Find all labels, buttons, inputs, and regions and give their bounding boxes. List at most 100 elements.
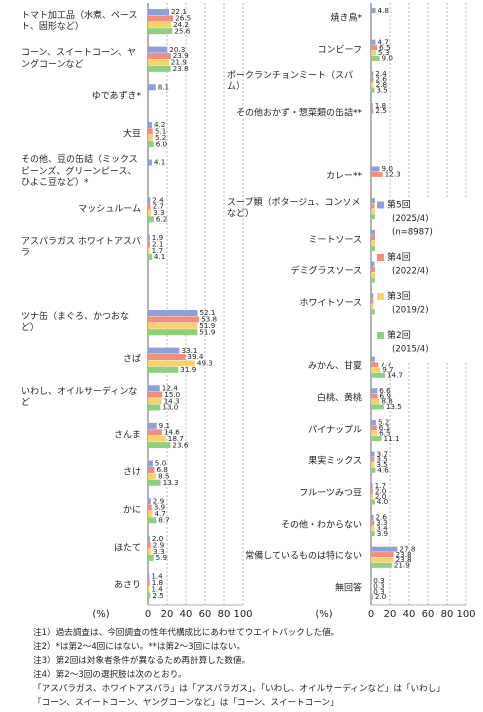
bar: [148, 121, 152, 128]
bar: [148, 9, 169, 16]
value-label: 5.3: [378, 48, 389, 57]
legend-swatch: [377, 201, 384, 209]
value-label: 6.0: [156, 139, 168, 148]
category-label: その他おかず・惣菜類の缶詰**: [227, 108, 362, 119]
bar: [371, 393, 378, 399]
value-label: 3.9: [377, 529, 389, 538]
bar: [148, 554, 154, 561]
x-tick-label: 80: [218, 609, 231, 620]
bar: [371, 293, 374, 299]
category-label: 果実ミックス: [227, 457, 362, 468]
bar: [371, 388, 378, 394]
bar: [371, 425, 377, 431]
bar: [371, 277, 378, 283]
category-label-text: アスパラガス ホワイトアスパラ: [21, 236, 141, 258]
legend-label: 第4回: [387, 251, 411, 263]
footnote: 注1）過去調査は、今回調査の性年代構成比にあわせてウエイトバックした値。: [33, 626, 339, 638]
category-label: ポークランチョンミート（スパム）: [227, 71, 362, 94]
value-label: 3.5: [376, 460, 387, 469]
value-label: 6.6: [379, 386, 391, 395]
footnote-text: 「コーン、スイートコーン、ヤングコーンなど」は「コーン、スイートコーン」: [33, 698, 339, 708]
value-label: 0.3: [373, 576, 384, 585]
footnote: 「コーン、スイートコーン、ヤングコーンなど」は「コーン、スイートコーン」: [33, 696, 339, 708]
value-label: 6.5: [379, 428, 390, 437]
bar: [371, 436, 382, 442]
x-tick-label: 0: [368, 609, 374, 620]
legend-label: 第3回: [387, 290, 411, 302]
bar: [371, 304, 374, 309]
bar: [148, 586, 150, 593]
bar: [371, 8, 376, 14]
value-label: 21.9: [394, 561, 410, 570]
value-label: 1.8: [375, 101, 387, 110]
bar: [148, 141, 154, 148]
value-label: 3.4: [376, 523, 388, 532]
footnote-text: 注3）第2回は対象者条件が異なるため再計算した数値。: [33, 656, 251, 666]
legend-note: (2022/4): [392, 267, 429, 277]
category-label: 白桃、黄桃: [227, 393, 362, 404]
bar: [148, 329, 198, 336]
category-label: いわし、オイルサーディンなど: [21, 387, 141, 410]
bar: [371, 594, 373, 600]
footnote-text: 「アスパラガス、ホワイトアスパラ」は「アスパラガス」、「いわし、オイルサーディン…: [33, 684, 445, 694]
bar: [148, 579, 150, 586]
value-label: 6.1: [379, 423, 390, 432]
bar: [148, 322, 198, 329]
value-label: 3.5: [376, 455, 387, 464]
value-label: 2.8: [376, 80, 388, 89]
bar: [371, 298, 374, 304]
value-label: 39.4: [187, 352, 203, 361]
bar: [371, 208, 379, 214]
bar: [371, 494, 373, 500]
value-label: 23.6: [172, 440, 188, 449]
value-label: 24.2: [173, 20, 189, 29]
category-label-text: カレー**: [325, 171, 362, 182]
bar: [371, 419, 376, 425]
value-label: 2.4: [375, 69, 387, 78]
bar: [148, 197, 151, 204]
category-label: さけ: [21, 468, 141, 479]
bar: [148, 15, 174, 22]
legend-label: 第2回: [387, 329, 411, 341]
bar: [148, 84, 156, 91]
bar: [371, 39, 376, 45]
value-label: 1.7: [152, 246, 163, 255]
value-label: 14.3: [164, 396, 180, 405]
bar: [148, 535, 150, 542]
value-label: 12.3: [385, 170, 401, 179]
bar: [371, 483, 373, 489]
value-label: 13.5: [386, 402, 402, 411]
value-label: 2.6: [375, 75, 387, 84]
category-label-text: 大豆: [122, 129, 141, 140]
category-label: その他、豆の缶詰（ミックスビーンズ、グリーンピース、ひよこ豆など）*: [21, 155, 141, 189]
bar: [371, 499, 375, 505]
category-label-text: あさり: [113, 580, 141, 591]
category-label: ミートソース: [227, 235, 362, 246]
value-label: 22.1: [171, 7, 187, 16]
bar: [371, 462, 375, 468]
value-label: 4.0: [377, 497, 389, 506]
bar: [148, 385, 160, 392]
bar: [148, 422, 157, 429]
category-label-text: ツナ缶（まぐろ、かつおなど）: [21, 311, 130, 333]
category-label-text: 焼き鳥*: [330, 13, 362, 24]
bar: [371, 261, 375, 267]
value-label: 2.4: [152, 195, 164, 204]
bar: [148, 404, 161, 411]
value-label: 6.2: [156, 215, 167, 224]
value-label: 1.9: [152, 233, 164, 242]
bar: [371, 372, 385, 378]
category-label-text: ホワイトソース: [299, 298, 362, 309]
value-label: 51.9: [199, 327, 215, 336]
bar: [371, 356, 379, 362]
value-label: 14.7: [387, 370, 403, 379]
category-label-text: ほたて: [113, 542, 141, 553]
bar: [148, 360, 195, 367]
x-tick-label: 100: [456, 609, 475, 620]
bar: [371, 272, 376, 278]
value-label: 2.9: [153, 496, 165, 505]
category-label-text: 白桃、黄桃: [316, 393, 362, 404]
bar: [148, 398, 162, 405]
value-label: 3.3: [376, 518, 387, 527]
legend-note: (n=8987): [392, 228, 433, 238]
